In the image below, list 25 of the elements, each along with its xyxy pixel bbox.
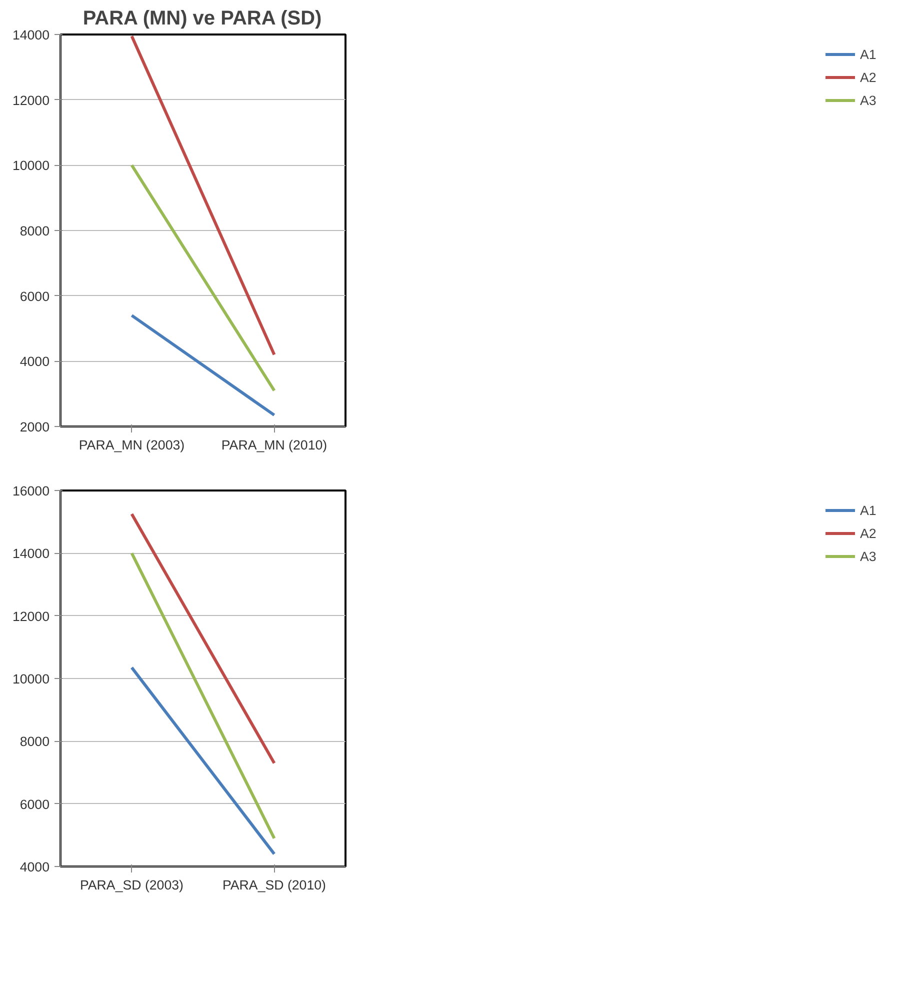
x-tick-label: PARA_SD (2003) xyxy=(80,878,184,892)
y-tick-label: 4000 xyxy=(20,860,50,874)
legend-label: A3 xyxy=(860,92,878,108)
y-tick-label: 10000 xyxy=(12,672,50,686)
y-tick-label: 6000 xyxy=(20,288,50,304)
legend-label: A3 xyxy=(860,548,878,564)
legend-label: A2 xyxy=(860,526,878,540)
y-tick-label: 16000 xyxy=(12,484,50,498)
y-tick-label: 8000 xyxy=(20,224,50,238)
legend-label: A2 xyxy=(860,70,878,84)
y-tick-label: 12000 xyxy=(12,92,50,108)
y-tick-label: 14000 xyxy=(12,28,50,42)
y-tick-label: 2000 xyxy=(20,420,50,434)
y-tick-label: 14000 xyxy=(12,546,50,562)
y-tick-label: 6000 xyxy=(20,796,50,812)
x-tick-label: PARA_MN (2010) xyxy=(221,438,328,452)
chart-title: PARA (MN) ve PARA (SD) xyxy=(82,8,322,30)
y-tick-label: 4000 xyxy=(20,354,50,370)
y-tick-label: 10000 xyxy=(12,158,50,174)
legend-label: A1 xyxy=(860,502,878,518)
y-tick-label: 12000 xyxy=(12,608,50,624)
legend-label: A1 xyxy=(860,46,878,62)
x-tick-label: PARA_SD (2010) xyxy=(222,878,326,892)
x-tick-label: PARA_MN (2003) xyxy=(78,438,185,452)
y-tick-label: 8000 xyxy=(20,734,50,750)
